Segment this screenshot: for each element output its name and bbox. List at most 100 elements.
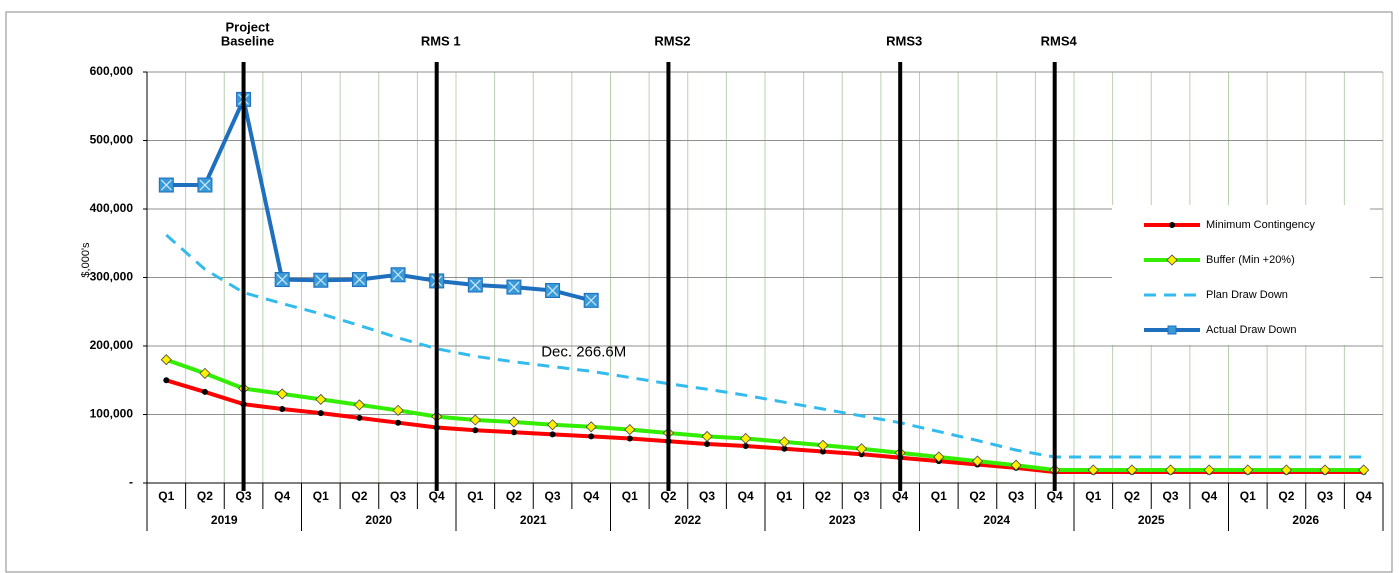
x-tick-label: Q4 bbox=[274, 489, 290, 503]
point bbox=[1319, 464, 1331, 476]
x-tick-label: Q4 bbox=[1356, 489, 1372, 503]
legend-label: Minimum Contingency bbox=[1206, 219, 1315, 231]
point bbox=[472, 427, 479, 434]
point bbox=[742, 443, 749, 450]
point-cross bbox=[508, 281, 520, 293]
point bbox=[549, 431, 556, 438]
y-tick-label: 500,000 bbox=[90, 133, 134, 147]
point bbox=[971, 455, 984, 467]
x-group-label: 2023 bbox=[829, 513, 856, 527]
point bbox=[163, 377, 170, 384]
x-tick-label: Q1 bbox=[776, 489, 792, 503]
point bbox=[817, 439, 829, 451]
point-cross bbox=[585, 294, 597, 306]
x-tick-label: Q3 bbox=[390, 489, 406, 503]
x-tick-label: Q3 bbox=[699, 489, 715, 503]
point bbox=[1280, 464, 1293, 476]
x-group-label: 2026 bbox=[1292, 513, 1319, 527]
x-tick-label: Q2 bbox=[660, 489, 676, 503]
point bbox=[781, 445, 788, 452]
point bbox=[1242, 464, 1254, 476]
milestone-label: Project bbox=[226, 19, 271, 34]
x-tick-label: Q3 bbox=[1008, 489, 1024, 503]
point-cross bbox=[315, 274, 327, 286]
point-cross bbox=[199, 179, 211, 191]
series-line bbox=[165, 233, 1364, 459]
point bbox=[704, 440, 711, 447]
x-group-label: 2019 bbox=[211, 513, 238, 527]
point bbox=[546, 419, 559, 431]
point bbox=[1087, 464, 1099, 476]
legend-label: Actual Draw Down bbox=[1206, 324, 1296, 336]
legend-label: Buffer (Min +20%) bbox=[1206, 254, 1295, 266]
y-tick-label: 100,000 bbox=[90, 407, 134, 421]
x-tick-label: Q2 bbox=[969, 489, 985, 503]
annotation: Dec. 266.6M bbox=[541, 343, 626, 360]
point bbox=[469, 414, 481, 426]
point bbox=[1126, 464, 1138, 476]
point bbox=[588, 433, 595, 440]
point-cross bbox=[469, 279, 481, 291]
x-group-label: 2024 bbox=[983, 513, 1010, 527]
legend-marker bbox=[1166, 254, 1178, 266]
legend-marker bbox=[1167, 325, 1177, 335]
y-axis-label: $,000's bbox=[80, 242, 92, 278]
legend-box bbox=[1112, 205, 1370, 345]
point-cross bbox=[276, 274, 288, 285]
x-group-label: 2025 bbox=[1138, 513, 1165, 527]
y-tick-label: 300,000 bbox=[90, 270, 134, 284]
point bbox=[510, 429, 517, 436]
x-tick-label: Q4 bbox=[429, 489, 445, 503]
x-tick-label: Q4 bbox=[1201, 489, 1217, 503]
milestone-label: Baseline bbox=[221, 33, 274, 48]
point bbox=[585, 421, 597, 433]
x-tick-label: Q4 bbox=[1047, 489, 1063, 503]
x-tick-label: Q2 bbox=[815, 489, 831, 503]
y-tick-label: 400,000 bbox=[90, 201, 134, 215]
point bbox=[279, 406, 286, 413]
point bbox=[201, 388, 208, 395]
point bbox=[778, 436, 790, 448]
x-tick-label: Q4 bbox=[583, 489, 599, 503]
legend-label: Plan Draw Down bbox=[1206, 289, 1288, 301]
point bbox=[740, 432, 752, 445]
x-tick-label: Q1 bbox=[931, 489, 947, 503]
x-tick-label: Q2 bbox=[1124, 489, 1140, 503]
x-group-label: 2021 bbox=[520, 513, 547, 527]
x-tick-label: Q2 bbox=[197, 489, 213, 503]
legend-marker bbox=[1169, 222, 1175, 228]
x-group-label: 2020 bbox=[365, 513, 392, 527]
point bbox=[317, 410, 324, 417]
x-tick-label: Q1 bbox=[313, 489, 329, 503]
x-tick-label: Q3 bbox=[236, 489, 252, 503]
point bbox=[1010, 459, 1022, 471]
point bbox=[315, 393, 327, 405]
milestone-label: RMS 1 bbox=[421, 33, 461, 48]
point bbox=[395, 419, 402, 426]
milestone-label: RMS3 bbox=[886, 33, 922, 48]
point-cross bbox=[392, 269, 404, 281]
y-tick-label: 600,000 bbox=[90, 64, 134, 78]
x-tick-label: Q3 bbox=[854, 489, 870, 503]
point-cross bbox=[354, 274, 365, 285]
x-tick-label: Q2 bbox=[351, 489, 367, 503]
milestone-label: RMS4 bbox=[1041, 33, 1078, 48]
milestone-label: RMS2 bbox=[654, 33, 690, 48]
point bbox=[1358, 464, 1370, 476]
point bbox=[626, 435, 633, 442]
x-tick-label: Q1 bbox=[622, 489, 638, 503]
point bbox=[855, 443, 868, 455]
y-tick-label: 200,000 bbox=[90, 338, 134, 352]
x-tick-label: Q3 bbox=[1317, 489, 1333, 503]
point bbox=[1164, 464, 1177, 476]
point bbox=[508, 416, 520, 428]
point-cross bbox=[547, 285, 558, 296]
x-tick-label: Q1 bbox=[1240, 489, 1256, 503]
point bbox=[160, 354, 172, 366]
point bbox=[199, 367, 211, 379]
point bbox=[353, 399, 366, 411]
x-tick-label: Q2 bbox=[1278, 489, 1294, 503]
point bbox=[1203, 464, 1215, 476]
